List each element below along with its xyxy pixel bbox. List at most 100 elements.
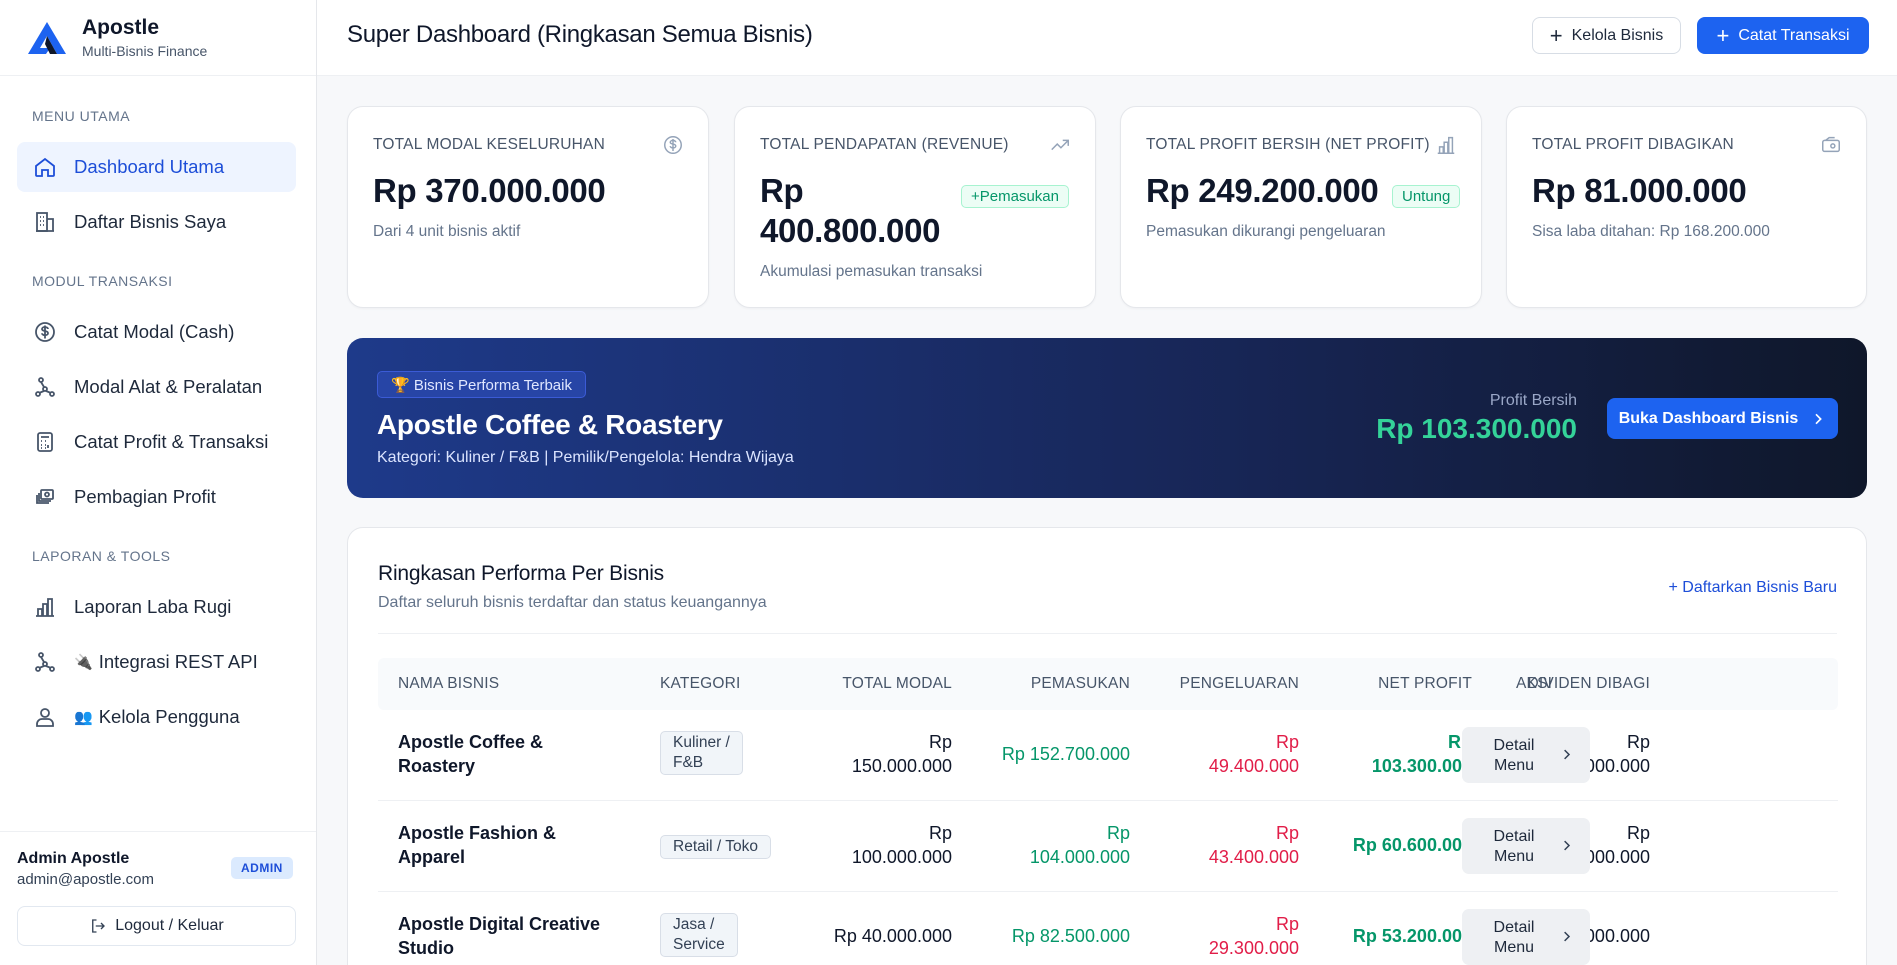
value-line: 29.300.000 <box>1208 938 1299 958</box>
stat-card-net-profit: TOTAL PROFIT BERSIH (NET PROFIT) Rp 249.… <box>1120 106 1482 308</box>
users-icon <box>32 704 58 730</box>
column-header: DIVIDEN DIBAGI <box>1527 675 1650 692</box>
trending-up-icon <box>1051 139 1069 151</box>
business-name-line: Roastery <box>398 756 476 776</box>
home-icon <box>32 154 58 180</box>
total-capital: Rp 150.000.000 <box>852 730 952 778</box>
detail-menu-label-line: Detail <box>1493 737 1535 754</box>
business-name[interactable]: Apostle Digital Creative Studio <box>398 912 628 960</box>
sidebar-item-rest-api[interactable]: 🔌 Integrasi REST API <box>17 637 296 687</box>
stat-card-profit-shared: TOTAL PROFIT DIBAGIKAN Rp 81.000.000 Sis… <box>1506 106 1867 308</box>
table-row: Apostle Digital Creative Studio Jasa / S… <box>378 892 1838 965</box>
plug-emoji-icon: 🔌 <box>74 654 93 671</box>
net-profit-value: Rp 53.200.000 <box>1352 926 1472 946</box>
stat-title: TOTAL PROFIT DIBAGIKAN <box>1532 136 1734 153</box>
brand[interactable]: Apostle Multi-Bisnis Finance <box>0 0 316 76</box>
chevron-right-icon <box>1564 931 1571 942</box>
sidebar-item-profit-transactions[interactable]: Catat Profit & Transaksi <box>17 417 296 467</box>
plus-icon: + <box>1716 22 1730 48</box>
column-header: AKSI <box>1516 675 1553 692</box>
manage-business-label: Kelola Bisnis <box>1571 26 1664 44</box>
category-badge: Retail / Toko <box>660 835 772 859</box>
category-line: Service <box>673 936 725 953</box>
sidebar-item-label: Dashboard Utama <box>74 156 225 177</box>
user-name: Admin Apostle <box>17 850 130 867</box>
logout-label: Logout / Keluar <box>115 917 224 934</box>
stat-title: TOTAL PENDAPATAN (REVENUE) <box>760 136 1009 153</box>
calculator-icon <box>32 429 58 455</box>
money-share-icon <box>32 484 58 510</box>
sidebar-item-label: Daftar Bisnis Saya <box>74 211 227 232</box>
logout-button[interactable]: Logout / Keluar <box>17 906 296 946</box>
column-header: NET PROFIT <box>1378 675 1472 692</box>
detail-menu-label: Detail Menu <box>1462 918 1566 958</box>
sidebar-item-businesses[interactable]: Daftar Bisnis Saya <box>17 197 296 247</box>
detail-menu-button[interactable]: Detail Menu <box>1462 909 1590 965</box>
bar-chart-icon <box>1437 136 1455 154</box>
category-badge: Jasa / Service <box>660 913 738 957</box>
table-header: NAMA BISNIS KATEGORI TOTAL MODAL PEMASUK… <box>378 658 1838 710</box>
detail-menu-label-line: Menu <box>1493 848 1535 865</box>
dollar-circle-icon <box>32 319 58 345</box>
nav-section-transactions: MODUL TRANSAKSI <box>32 273 173 289</box>
record-transaction-label: Catat Transaksi <box>1738 26 1850 44</box>
value-line: 103.300.000 <box>1371 756 1472 776</box>
detail-menu-label: Detail Menu <box>1462 736 1566 776</box>
sidebar-item-label: Catat Modal (Cash) <box>74 321 235 342</box>
value-line: 104.000.000 <box>1029 847 1130 867</box>
business-name[interactable]: Apostle Coffee & Roastery <box>398 730 598 778</box>
sidebar-item-dashboard[interactable]: Dashboard Utama <box>17 142 296 192</box>
manage-business-button[interactable]: + Kelola Bisnis <box>1532 17 1681 54</box>
record-transaction-button[interactable]: + Catat Transaksi <box>1697 17 1869 54</box>
income-value: Rp 104.000.000 <box>1030 821 1130 869</box>
column-header: TOTAL MODAL <box>842 675 952 692</box>
business-name[interactable]: Apostle Fashion & Apparel <box>398 821 598 869</box>
users-emoji-icon: 👥 <box>74 709 93 726</box>
nav-section-reports: LAPORAN & TOOLS <box>32 548 171 564</box>
nav-section-main: MENU UTAMA <box>32 108 131 124</box>
sidebar-item-profit-loss[interactable]: Laporan Laba Rugi <box>17 582 296 632</box>
stat-value-currency: Rp <box>760 172 804 209</box>
open-business-dashboard-button[interactable]: Buka Dashboard Bisnis <box>1607 398 1838 439</box>
logout-icon <box>92 919 106 933</box>
stat-subtext: Sisa laba ditahan: Rp 168.200.000 <box>1532 223 1770 240</box>
table-row: Apostle Fashion & Apparel Retail / Toko … <box>378 801 1838 892</box>
value-line: Rp <box>1448 732 1472 752</box>
top-business-name: Apostle Coffee & Roastery <box>377 409 723 440</box>
detail-menu-label-line: Detail <box>1493 828 1535 845</box>
sidebar-item-equipment[interactable]: Modal Alat & Peralatan <box>17 362 296 412</box>
stat-value: Rp 249.200.000 <box>1146 172 1379 209</box>
chevron-right-icon <box>1564 749 1571 760</box>
divider <box>378 633 1837 634</box>
detail-menu-label-line: Menu <box>1493 757 1535 774</box>
category-line: Kuliner / <box>673 734 730 751</box>
register-business-link[interactable]: + Daftarkan Bisnis Baru <box>1668 579 1837 596</box>
chevron-right-icon <box>1815 413 1823 424</box>
expense-value: Rp 49.400.000 <box>1209 730 1299 778</box>
network-icon <box>32 374 58 400</box>
net-profit-value: Rp 103.300.000 <box>1376 413 1577 444</box>
business-name-line: Studio <box>398 938 454 958</box>
apostle-logo-icon <box>28 21 66 54</box>
sidebar-item-label: Catat Profit & Transaksi <box>74 431 269 452</box>
brand-name: Apostle <box>82 16 160 40</box>
detail-menu-button[interactable]: Detail Menu <box>1462 818 1590 874</box>
stat-subtext: Akumulasi pemasukan transaksi <box>760 263 983 280</box>
column-header: NAMA BISNIS <box>398 675 500 692</box>
profit-badge: Untung <box>1392 185 1461 208</box>
sidebar-item-capital-cash[interactable]: Catat Modal (Cash) <box>17 307 296 357</box>
top-business-banner: 🏆 Bisnis Performa Terbaik Apostle Coffee… <box>347 338 1867 498</box>
column-header: PEMASUKAN <box>1030 675 1130 692</box>
column-header: PENGELUARAN <box>1179 675 1299 692</box>
table-row: Apostle Coffee & Roastery Kuliner / F&B … <box>378 710 1838 801</box>
detail-menu-button[interactable]: Detail Menu <box>1462 727 1590 783</box>
top-header: Super Dashboard (Ringkasan Semua Bisnis)… <box>317 0 1897 76</box>
network-icon <box>32 649 58 675</box>
value-line: 43.400.000 <box>1208 847 1299 867</box>
value-line: Rp <box>1626 823 1650 843</box>
sidebar-item-users[interactable]: 👥 Kelola Pengguna <box>17 692 296 742</box>
value-line: Rp <box>928 732 952 752</box>
panel-title: Ringkasan Performa Per Bisnis <box>378 562 664 585</box>
sidebar-item-profit-sharing[interactable]: Pembagian Profit <box>17 472 296 522</box>
user-panel: Admin Apostle admin@apostle.com ADMIN Lo… <box>0 831 316 965</box>
